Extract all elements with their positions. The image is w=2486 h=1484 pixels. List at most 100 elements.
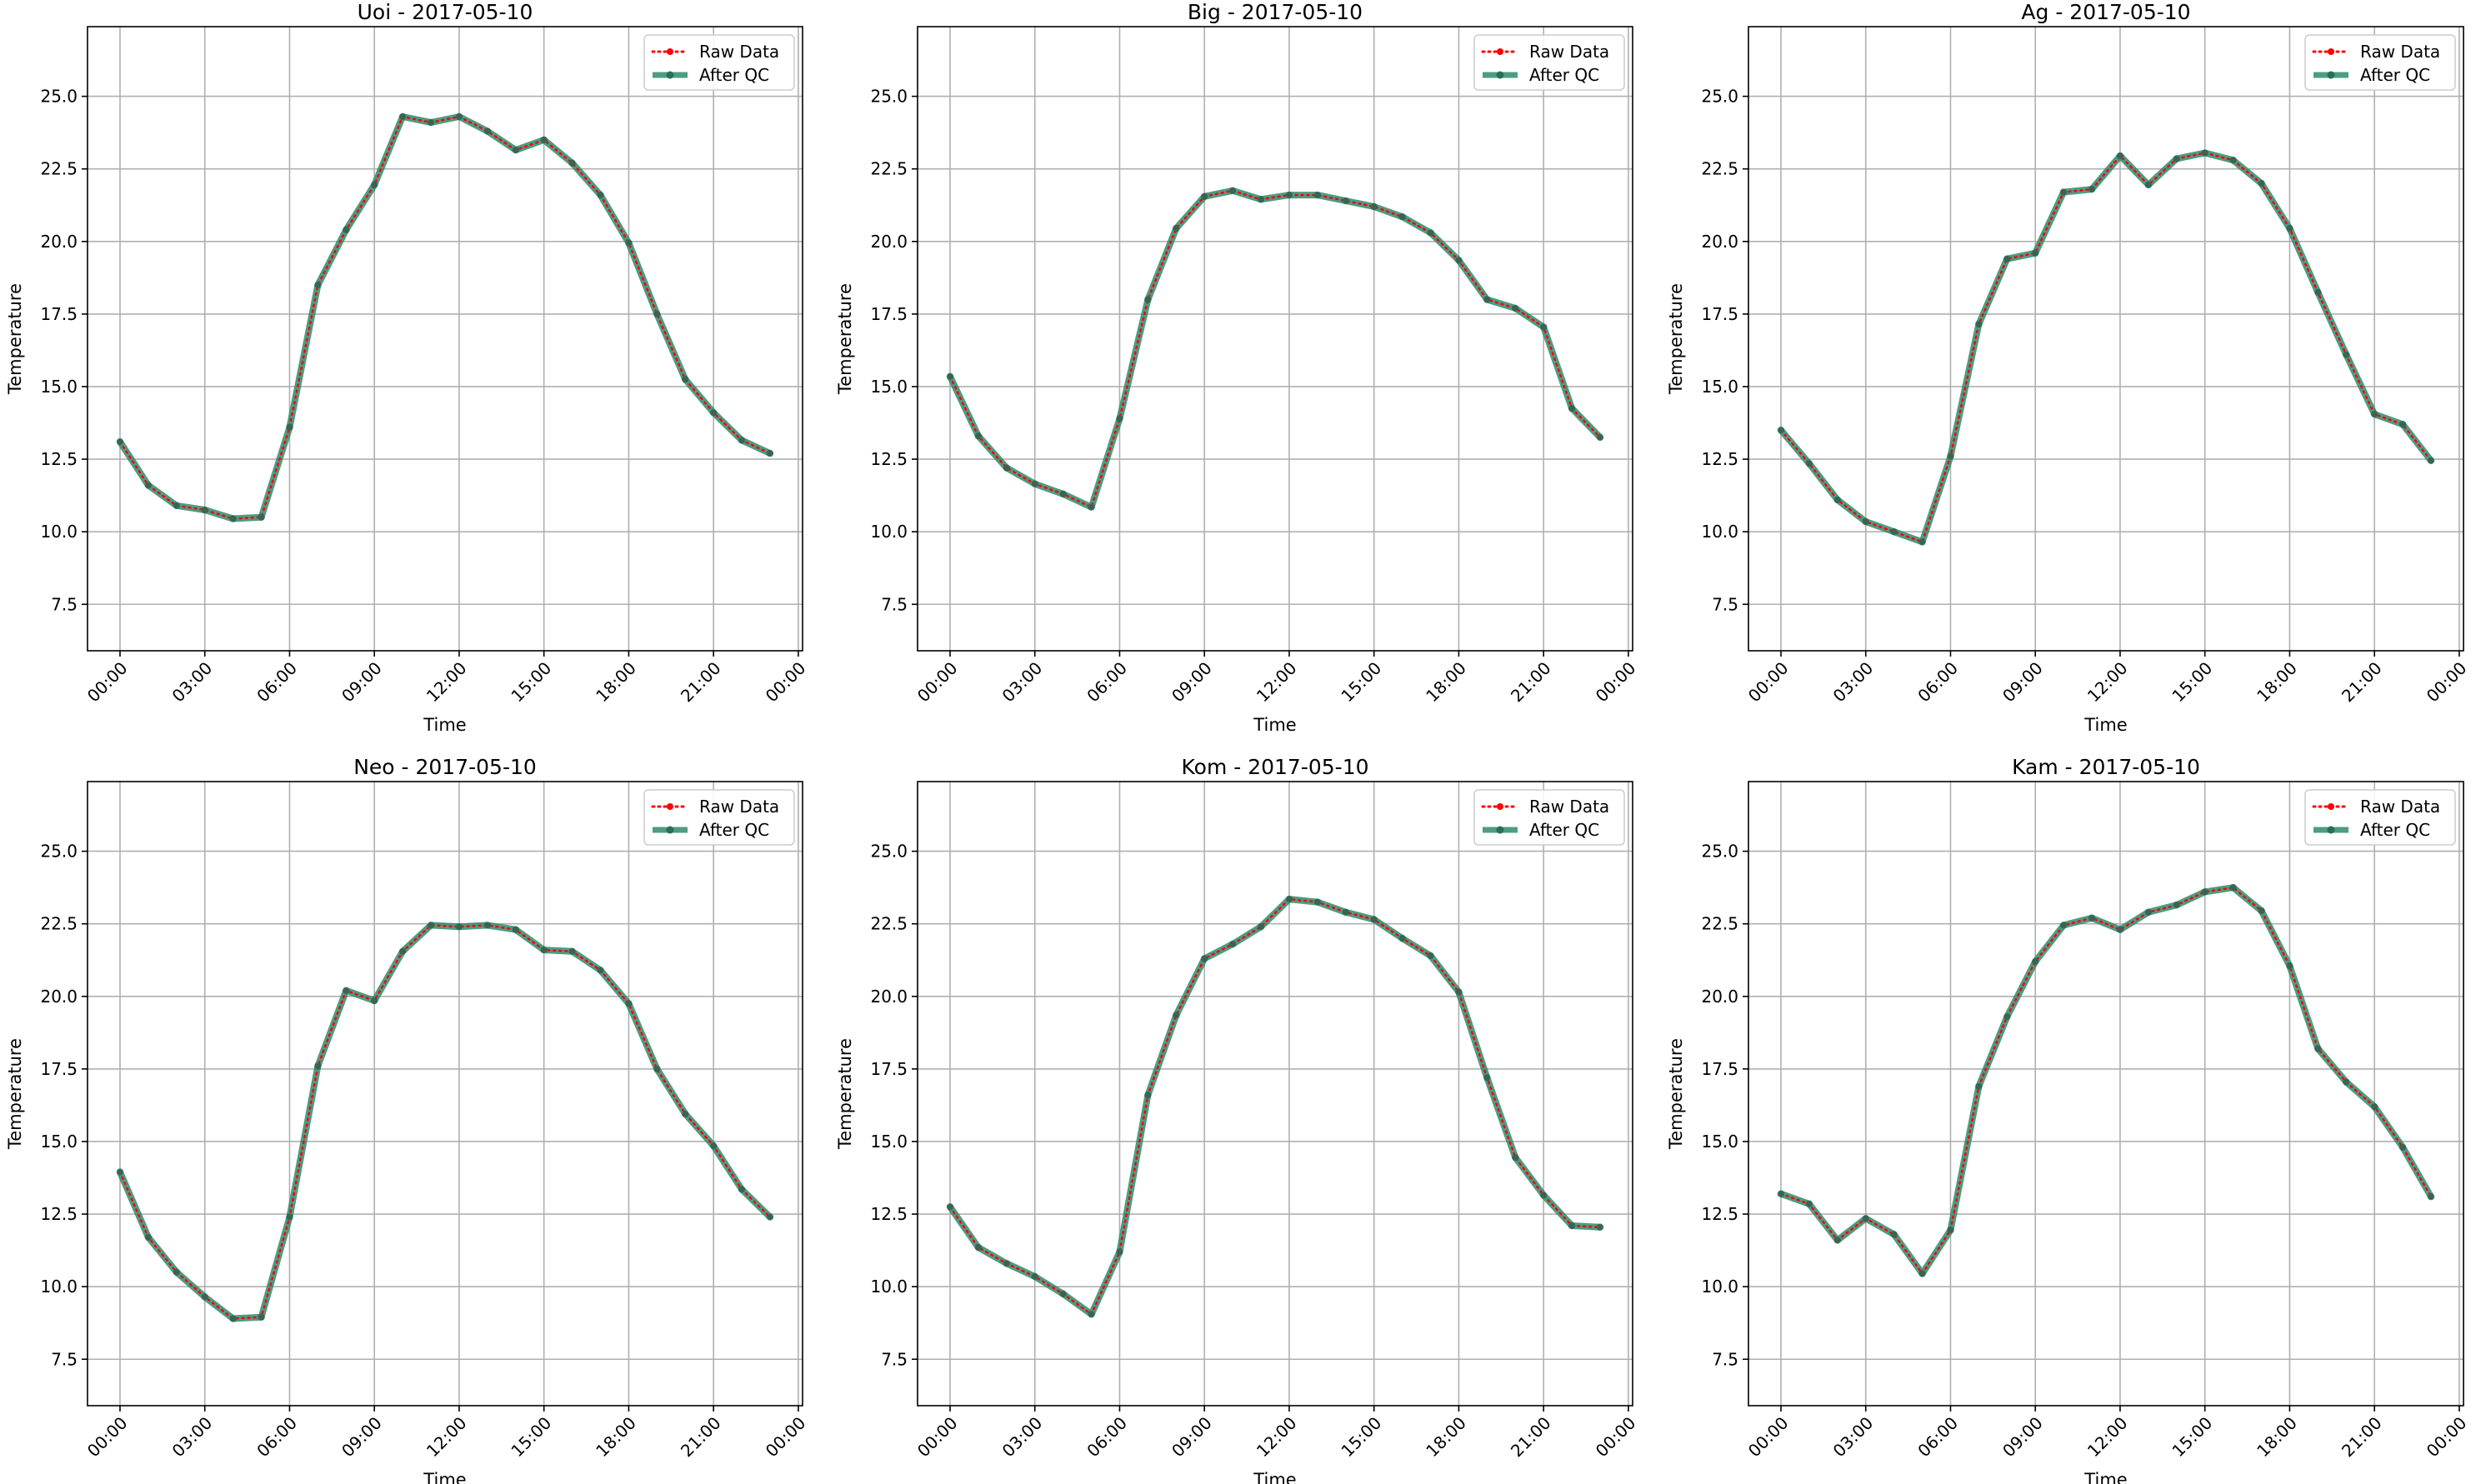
after-qc-point [653,310,661,318]
subplot-title: Kom - 2017-05-10 [1182,755,1369,779]
after-qc-point [371,997,378,1005]
legend: Raw Data After QC [643,34,795,91]
y-tick-label: 17.5 [1701,304,1738,324]
grid [88,27,803,651]
after-qc-point [286,423,293,431]
x-tick-label: 00:00 [1592,658,1640,707]
series-line-raw-data [118,115,772,520]
after-qc-point [371,181,378,189]
x-tick-label: 21:00 [1507,658,1555,707]
after-qc-point [1539,323,1548,331]
after-qc-point [625,1000,633,1007]
after-qc-point [1777,1190,1785,1197]
after-qc-point [1398,212,1406,221]
grid [918,27,1633,651]
after-qc-point [1455,257,1463,264]
after-qc-point [201,506,208,514]
legend-qc-label: After QC [699,820,769,840]
after-qc-point [1285,191,1293,199]
y-tick-label: 10.0 [40,1277,78,1297]
after-qc-point [946,1203,954,1211]
x-tick-label: 15:00 [1338,658,1386,707]
after-qc-point [1228,940,1237,948]
subplot-title: Neo - 2017-05-10 [353,755,537,779]
x-tick-label: 12:00 [423,658,471,707]
y-tick-label: 7.5 [881,594,908,614]
after-qc-point [2258,907,2265,915]
after-qc-point [2258,179,2265,187]
axes-frame [87,781,803,1407]
grid [1748,27,2463,651]
y-tick-label: 7.5 [51,594,78,614]
y-tick-label: 7.5 [1712,1349,1738,1369]
y-tick-label: 10.0 [870,522,908,542]
after-qc-point [738,1186,746,1193]
legend-raw-label: Raw Data [1529,797,1609,817]
after-qc-point [201,1293,208,1301]
legend-qc-label: After QC [1529,65,1599,85]
after-qc-point [144,482,153,489]
after-qc-point [173,1268,181,1276]
after-qc-point [2343,351,2350,358]
after-qc-point [540,136,548,144]
legend-qc-marker [666,826,674,834]
after-qc-point [1947,452,1954,460]
after-qc-point [2116,926,2124,933]
x-axis-label: Time [423,715,466,735]
x-tick-label: 00:00 [913,658,962,707]
x-tick-label: 15:00 [1338,1413,1386,1462]
axes-frame [87,26,803,652]
y-tick-label: 25.0 [40,842,78,862]
series-line-after-qc [117,922,773,1322]
x-tick-label: 06:00 [253,1413,301,1462]
legend-raw-label: Raw Data [699,797,779,817]
after-qc-point [1144,1092,1152,1099]
after-qc-point [512,926,519,933]
x-tick-label: 00:00 [762,658,810,707]
x-tick-label: 12:00 [1253,1413,1301,1462]
after-qc-point [1975,320,1983,328]
subplot-title: Uoi - 2017-05-10 [358,0,533,24]
after-qc-point [1539,1192,1548,1199]
after-qc-point [568,947,576,955]
y-axis-label: Temperature [1666,1038,1686,1150]
after-qc-point [1003,1260,1011,1267]
y-tick-label: 7.5 [1712,594,1738,614]
series-line-raw-data [118,924,772,1320]
legend-raw-label: Raw Data [2360,42,2440,62]
after-qc-point [1342,908,1349,916]
x-tick-label: 06:00 [253,658,301,707]
x-tick-label: 00:00 [1744,1413,1793,1462]
after-qc-point [2059,922,2068,929]
series-line-raw-data [948,189,1602,509]
after-qc-point [398,947,407,955]
subplot-kam: 7.5 10.0 12.5 15.0 17.5 20.0 22.5 25.0 00:00 03:0… [1666,755,2470,1484]
after-qc-point [1144,296,1152,303]
after-qc-point [1833,496,1842,504]
after-qc-point [1313,898,1322,906]
after-qc-point [2398,421,2407,428]
y-tick-label: 17.5 [40,304,78,324]
x-tick-label: 03:00 [168,1413,217,1462]
legend-qc-marker [2327,826,2335,834]
y-tick-label: 25.0 [40,87,78,107]
after-qc-point [144,1233,153,1242]
y-tick-label: 20.0 [870,232,908,252]
after-qc-point [483,922,492,929]
x-tick-label: 15:00 [508,658,556,707]
y-axis-label: Temperature [835,283,855,395]
x-tick-label: 00:00 [762,1413,810,1462]
x-tick-label: 00:00 [83,1413,132,1462]
legend-raw-label: Raw Data [1529,42,1609,62]
after-qc-point [2173,155,2180,162]
after-qc-point [1918,538,1926,546]
after-qc-point [2229,157,2237,164]
y-tick-label: 22.5 [1701,914,1738,934]
after-qc-point [1805,1200,1813,1208]
legend-raw-label: Raw Data [2360,797,2440,817]
after-qc-point [427,922,435,929]
legend-qc-marker [666,71,674,79]
after-qc-point [1173,224,1180,232]
after-qc-point [1116,1248,1123,1256]
after-qc-point [1483,1074,1491,1082]
